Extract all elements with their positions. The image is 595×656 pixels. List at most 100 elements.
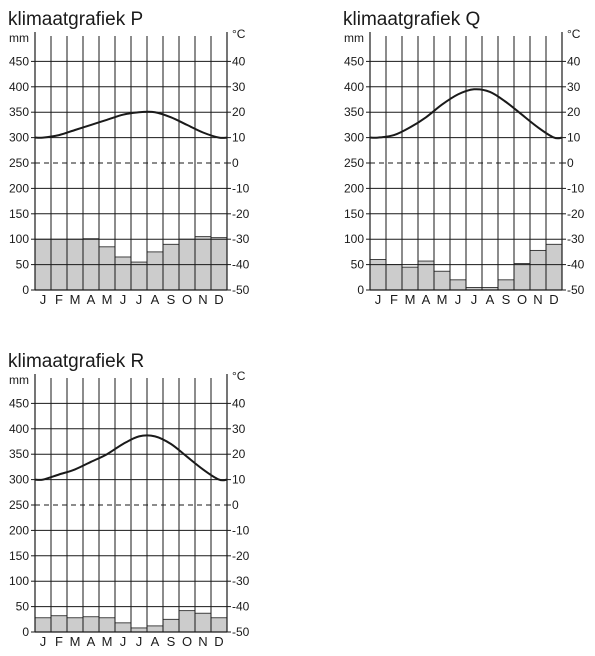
left-tick-label: 300 [344, 131, 364, 145]
right-axis-unit: °C [232, 369, 246, 383]
precip-bar-1 [369, 259, 387, 291]
left-tick-label: 350 [344, 105, 364, 119]
right-tick-label: -20 [232, 549, 250, 563]
right-tick-label: 10 [567, 131, 581, 145]
precip-bar-6 [114, 622, 132, 633]
left-axis-unit: mm [9, 373, 29, 387]
month-label: M [70, 292, 81, 307]
month-label: J [375, 292, 382, 307]
left-tick-label: 400 [9, 422, 29, 436]
month-label: M [70, 634, 81, 649]
left-tick-label: 250 [9, 498, 29, 512]
precip-bar-8 [146, 251, 164, 291]
chart-title: klimaatgrafiek R [8, 351, 144, 372]
month-label: F [390, 292, 398, 307]
precip-bar-9 [162, 618, 180, 633]
left-tick-label: 200 [9, 181, 29, 195]
climate-chart-r: klimaatgrafiek R050100150200250300350400… [8, 351, 250, 649]
climate-chart-q: klimaatgrafiek Q050100150200250300350400… [343, 9, 585, 307]
precip-bar-6 [449, 279, 467, 291]
month-label: O [182, 292, 192, 307]
month-label: N [198, 634, 207, 649]
climate-chart-p: klimaatgrafiek P050100150200250300350400… [8, 9, 250, 307]
right-tick-label: 30 [567, 80, 581, 94]
month-label: N [198, 292, 207, 307]
month-label: D [214, 292, 223, 307]
left-tick-label: 100 [9, 232, 29, 246]
right-tick-label: 40 [232, 396, 246, 410]
right-tick-label: 0 [232, 498, 239, 512]
month-label: J [40, 634, 47, 649]
month-label: J [471, 292, 478, 307]
right-tick-label: -40 [232, 600, 250, 614]
right-tick-label: -20 [232, 207, 250, 221]
right-tick-label: 0 [232, 156, 239, 170]
right-tick-label: -40 [232, 258, 250, 272]
precip-bar-9 [497, 279, 515, 291]
temperature-line [34, 110, 228, 139]
month-label: A [151, 634, 160, 649]
temperature-line [369, 88, 563, 140]
right-tick-label: 10 [232, 473, 246, 487]
right-axis-unit: °C [232, 27, 246, 41]
precip-bar-9 [162, 243, 180, 291]
left-tick-label: 450 [344, 54, 364, 68]
right-tick-label: -40 [567, 258, 585, 272]
right-tick-label: 20 [567, 105, 581, 119]
precip-bar-2 [50, 615, 68, 633]
right-tick-label: -50 [232, 283, 250, 297]
right-axis-unit: °C [567, 27, 581, 41]
left-tick-label: 100 [9, 574, 29, 588]
month-label: O [182, 634, 192, 649]
right-tick-label: -30 [232, 574, 250, 588]
precip-bar-7 [130, 627, 148, 633]
left-tick-label: 200 [344, 181, 364, 195]
month-label: A [87, 634, 96, 649]
precip-bar-3 [66, 617, 84, 633]
month-label: A [422, 292, 431, 307]
left-tick-label: 50 [351, 258, 365, 272]
left-tick-label: 250 [9, 156, 29, 170]
left-tick-label: 350 [9, 447, 29, 461]
precip-bar-11 [194, 236, 212, 291]
right-tick-label: -10 [232, 181, 250, 195]
month-label: S [502, 292, 511, 307]
precip-bar-12 [210, 617, 228, 633]
month-label: A [486, 292, 495, 307]
left-tick-label: 100 [344, 232, 364, 246]
left-tick-label: 400 [344, 80, 364, 94]
chart-title: klimaatgrafiek P [8, 9, 143, 30]
precip-bar-10 [178, 610, 196, 633]
precip-bar-2 [385, 264, 403, 291]
left-tick-label: 400 [9, 80, 29, 94]
left-axis-unit: mm [9, 31, 29, 45]
left-tick-label: 450 [9, 54, 29, 68]
left-tick-label: 50 [16, 600, 30, 614]
precip-bar-8 [146, 625, 164, 633]
precip-bar-5 [98, 617, 116, 633]
month-label: J [136, 634, 143, 649]
month-label: J [136, 292, 143, 307]
right-tick-label: -10 [232, 523, 250, 537]
precip-bar-5 [433, 270, 451, 291]
left-tick-label: 150 [9, 207, 29, 221]
month-label: F [55, 292, 63, 307]
left-tick-label: 150 [344, 207, 364, 221]
right-tick-label: 40 [232, 54, 246, 68]
month-label: S [167, 292, 176, 307]
month-label: J [455, 292, 462, 307]
temperature-line [34, 434, 228, 482]
chart-title: klimaatgrafiek Q [343, 9, 480, 30]
month-label: F [55, 634, 63, 649]
precip-bar-11 [194, 612, 212, 633]
month-label: J [120, 292, 127, 307]
precip-bar-10 [513, 263, 531, 291]
left-tick-label: 450 [9, 396, 29, 410]
precip-bar-3 [401, 266, 419, 291]
month-label: N [533, 292, 542, 307]
right-tick-label: 0 [567, 156, 574, 170]
month-label: J [120, 634, 127, 649]
left-tick-label: 350 [9, 105, 29, 119]
right-tick-label: -50 [567, 283, 585, 297]
